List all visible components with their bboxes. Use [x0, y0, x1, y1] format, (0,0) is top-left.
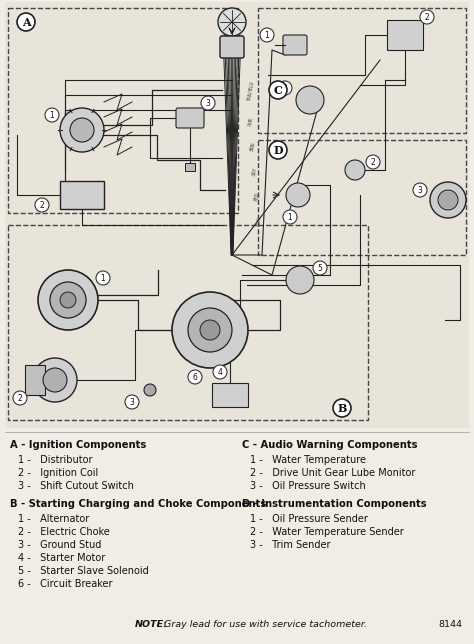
- Text: A - Ignition Components: A - Ignition Components: [10, 440, 146, 450]
- Text: 3: 3: [283, 84, 287, 93]
- Circle shape: [60, 108, 104, 152]
- Text: B: B: [337, 402, 346, 413]
- Circle shape: [313, 261, 327, 275]
- Text: 2 -   Electric Choke: 2 - Electric Choke: [18, 527, 110, 537]
- Text: 6: 6: [192, 372, 198, 381]
- Circle shape: [45, 108, 59, 122]
- Text: B - Starting Charging and Choke Components: B - Starting Charging and Choke Componen…: [10, 499, 266, 509]
- Bar: [212, 383, 248, 407]
- Text: 1: 1: [264, 30, 269, 39]
- Text: A: A: [22, 17, 30, 28]
- Text: 6 -   Circuit Breaker: 6 - Circuit Breaker: [18, 579, 112, 589]
- Text: 3: 3: [129, 397, 135, 406]
- Text: BLK: BLK: [256, 216, 263, 226]
- Text: C: C: [273, 84, 283, 95]
- Circle shape: [13, 391, 27, 405]
- Bar: [8, 225, 368, 420]
- Circle shape: [438, 190, 458, 210]
- Circle shape: [286, 183, 310, 207]
- Circle shape: [345, 160, 365, 180]
- Circle shape: [333, 399, 351, 417]
- Circle shape: [38, 270, 98, 330]
- Bar: [8, 8, 238, 213]
- Text: 1 -   Water Temperature: 1 - Water Temperature: [250, 455, 366, 465]
- Text: 2: 2: [40, 200, 45, 209]
- Circle shape: [413, 183, 427, 197]
- Circle shape: [125, 395, 139, 409]
- Bar: [258, 140, 466, 255]
- Text: 2: 2: [18, 393, 22, 402]
- Text: Gray lead for use with service tachometer.: Gray lead for use with service tachomete…: [158, 620, 367, 629]
- Text: 1 -   Oil Pressure Sender: 1 - Oil Pressure Sender: [250, 514, 368, 524]
- Circle shape: [200, 320, 220, 340]
- Text: 1: 1: [50, 111, 55, 120]
- Text: 3 -   Trim Sender: 3 - Trim Sender: [250, 540, 330, 550]
- Circle shape: [35, 198, 49, 212]
- FancyBboxPatch shape: [220, 36, 244, 58]
- FancyBboxPatch shape: [60, 181, 104, 209]
- Circle shape: [70, 118, 94, 142]
- Circle shape: [144, 384, 156, 396]
- Bar: [5, 2, 469, 428]
- Text: NOTE:: NOTE:: [135, 620, 168, 629]
- Text: 2: 2: [425, 12, 429, 21]
- Circle shape: [33, 358, 77, 402]
- Text: D: D: [273, 144, 283, 155]
- Text: PUR: PUR: [248, 117, 255, 126]
- Text: 2: 2: [371, 158, 375, 167]
- Circle shape: [269, 141, 287, 159]
- Circle shape: [366, 155, 380, 169]
- Text: TAN/BLU: TAN/BLU: [246, 80, 255, 101]
- Circle shape: [96, 271, 110, 285]
- Text: 3: 3: [418, 185, 422, 194]
- Text: BRN: BRN: [250, 142, 256, 151]
- Text: 4 -   Starter Motor: 4 - Starter Motor: [18, 553, 105, 563]
- Text: 4: 4: [218, 368, 222, 377]
- Bar: [185, 163, 195, 171]
- Circle shape: [218, 8, 246, 36]
- Text: 5: 5: [318, 263, 322, 272]
- Circle shape: [50, 282, 86, 318]
- Text: C - Audio Warning Components: C - Audio Warning Components: [242, 440, 418, 450]
- Text: 2 -   Drive Unit Gear Lube Monitor: 2 - Drive Unit Gear Lube Monitor: [250, 468, 415, 478]
- Text: 8144: 8144: [438, 620, 462, 629]
- Circle shape: [283, 210, 297, 224]
- Text: 2 -   Ignition Coil: 2 - Ignition Coil: [18, 468, 98, 478]
- Circle shape: [430, 182, 466, 218]
- FancyBboxPatch shape: [176, 108, 204, 128]
- Text: 5 -   Starter Slave Solenoid: 5 - Starter Slave Solenoid: [18, 566, 149, 576]
- FancyBboxPatch shape: [387, 20, 423, 50]
- Circle shape: [201, 96, 215, 110]
- Text: 2 -   Water Temperature Sender: 2 - Water Temperature Sender: [250, 527, 404, 537]
- Text: GRY: GRY: [252, 167, 258, 176]
- Circle shape: [269, 81, 287, 99]
- Circle shape: [420, 10, 434, 24]
- Circle shape: [188, 370, 202, 384]
- FancyBboxPatch shape: [283, 35, 307, 55]
- Text: D - Instrumentation Components: D - Instrumentation Components: [242, 499, 427, 509]
- Bar: [25, 365, 45, 395]
- Text: 1 -   Distributor: 1 - Distributor: [18, 455, 92, 465]
- Circle shape: [172, 292, 248, 368]
- Circle shape: [296, 86, 324, 114]
- Circle shape: [60, 292, 76, 308]
- Text: 3 -   Ground Stud: 3 - Ground Stud: [18, 540, 101, 550]
- Text: 3: 3: [206, 99, 210, 108]
- Text: 3 -   Oil Pressure Switch: 3 - Oil Pressure Switch: [250, 481, 366, 491]
- Text: 3 -   Shift Cutout Switch: 3 - Shift Cutout Switch: [18, 481, 134, 491]
- Bar: [258, 8, 466, 133]
- Text: RED: RED: [254, 192, 260, 201]
- Circle shape: [17, 13, 35, 31]
- Text: 1 -   Alternator: 1 - Alternator: [18, 514, 89, 524]
- Text: 1: 1: [100, 274, 105, 283]
- Text: 1: 1: [288, 213, 292, 222]
- Circle shape: [260, 28, 274, 42]
- Circle shape: [213, 365, 227, 379]
- Circle shape: [188, 308, 232, 352]
- Circle shape: [286, 266, 314, 294]
- Circle shape: [43, 368, 67, 392]
- Circle shape: [278, 81, 292, 95]
